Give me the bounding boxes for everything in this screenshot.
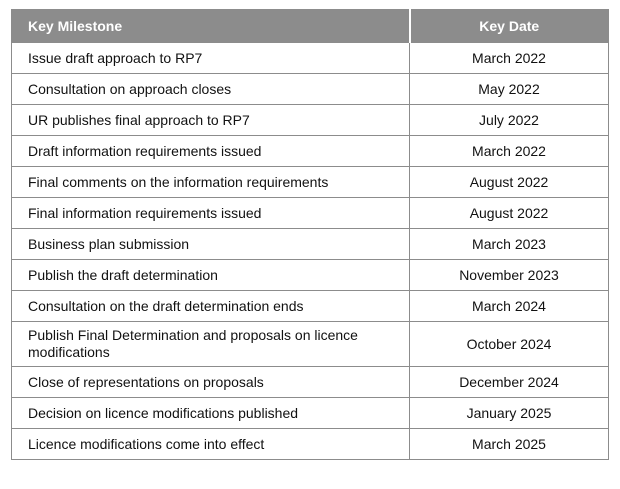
date-cell: March 2023 [409, 228, 609, 260]
table-row: Business plan submission March 2023 [11, 228, 609, 260]
date-cell: November 2023 [409, 259, 609, 291]
date-cell: March 2024 [409, 290, 609, 322]
milestone-cell: Final information requirements issued [11, 197, 410, 229]
table-row: Publish Final Determination and proposal… [11, 321, 609, 367]
milestone-cell: Issue draft approach to RP7 [11, 42, 410, 74]
table-row: Final information requirements issued Au… [11, 197, 609, 229]
date-cell: March 2022 [409, 42, 609, 74]
date-cell: August 2022 [409, 166, 609, 198]
milestones-table: Key Milestone Key Date Issue draft appro… [11, 9, 609, 460]
table-row: UR publishes final approach to RP7 July … [11, 104, 609, 136]
table-row: Publish the draft determination November… [11, 259, 609, 291]
milestone-cell: Licence modifications come into effect [11, 428, 410, 460]
column-header-key-milestone: Key Milestone [11, 9, 411, 43]
date-cell: March 2025 [409, 428, 609, 460]
table-row: Draft information requirements issued Ma… [11, 135, 609, 167]
date-cell: August 2022 [409, 197, 609, 229]
milestone-cell: UR publishes final approach to RP7 [11, 104, 410, 136]
milestone-cell: Final comments on the information requir… [11, 166, 410, 198]
date-cell: July 2022 [409, 104, 609, 136]
column-header-key-date: Key Date [409, 9, 609, 43]
date-cell: March 2022 [409, 135, 609, 167]
milestone-cell: Consultation on approach closes [11, 73, 410, 105]
table-row: Consultation on the draft determination … [11, 290, 609, 322]
table-row: Licence modifications come into effect M… [11, 428, 609, 460]
table-row: Close of representations on proposals De… [11, 366, 609, 398]
milestone-cell: Close of representations on proposals [11, 366, 410, 398]
milestone-cell: Decision on licence modifications publis… [11, 397, 410, 429]
date-cell: December 2024 [409, 366, 609, 398]
milestone-cell: Business plan submission [11, 228, 410, 260]
table-row: Final comments on the information requir… [11, 166, 609, 198]
milestone-cell: Consultation on the draft determination … [11, 290, 410, 322]
milestone-cell: Publish Final Determination and proposal… [11, 321, 410, 367]
table-header-row: Key Milestone Key Date [11, 9, 609, 43]
milestones-table-container: Key Milestone Key Date Issue draft appro… [11, 9, 609, 460]
table-row: Issue draft approach to RP7 March 2022 [11, 42, 609, 74]
table-row: Decision on licence modifications publis… [11, 397, 609, 429]
date-cell: May 2022 [409, 73, 609, 105]
milestone-cell: Draft information requirements issued [11, 135, 410, 167]
date-cell: October 2024 [409, 321, 609, 367]
milestone-cell: Publish the draft determination [11, 259, 410, 291]
table-row: Consultation on approach closes May 2022 [11, 73, 609, 105]
date-cell: January 2025 [409, 397, 609, 429]
